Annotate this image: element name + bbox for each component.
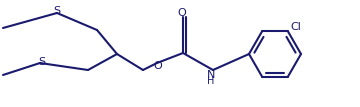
Text: S: S: [53, 6, 60, 16]
Text: O: O: [154, 61, 162, 71]
Text: N: N: [207, 70, 215, 80]
Text: H: H: [207, 76, 215, 86]
Text: S: S: [39, 57, 46, 67]
Text: Cl: Cl: [291, 22, 301, 33]
Text: O: O: [177, 8, 186, 18]
